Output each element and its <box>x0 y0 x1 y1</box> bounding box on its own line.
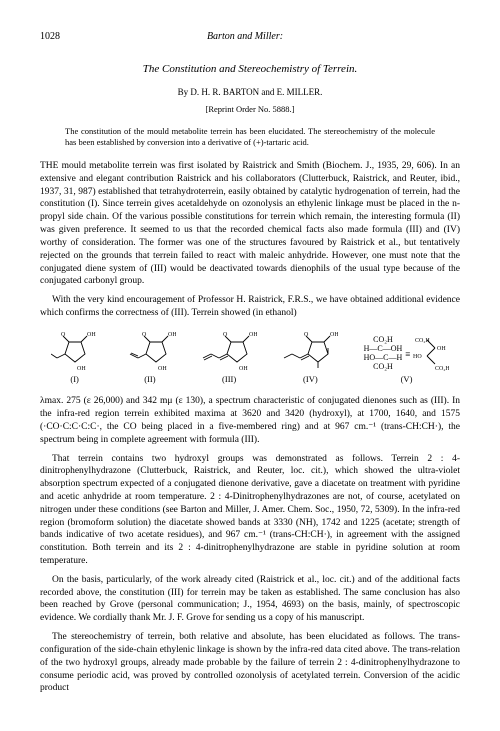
svg-text:OH: OH <box>239 366 248 372</box>
svg-text:CO₂H: CO₂H <box>435 366 449 372</box>
svg-text:OH: OH <box>87 332 96 338</box>
paragraph-1: THE mould metabolite terrein was first i… <box>40 160 460 288</box>
structure-4: O OH (IV) <box>282 330 338 385</box>
running-header: Barton and Miller: <box>207 30 283 44</box>
formula-line: CO₂H <box>364 363 403 372</box>
svg-text:OH: OH <box>249 332 257 338</box>
structure-label-1: (I) <box>51 374 99 385</box>
page-number: 1028 <box>40 30 60 44</box>
svg-text:OH: OH <box>158 366 167 372</box>
paragraph-6: The stereochemistry of terrein, both rel… <box>40 631 460 695</box>
svg-text:O: O <box>223 332 228 338</box>
paragraph-3: λmax. 275 (ε 26,000) and 342 mμ (ε 130),… <box>40 395 460 446</box>
svg-text:HO: HO <box>413 354 422 360</box>
paragraph-5: On the basis, particularly, of the work … <box>40 574 460 625</box>
svg-text:OH: OH <box>437 346 446 352</box>
structure-label-4: (IV) <box>282 374 338 385</box>
svg-text:OH: OH <box>168 332 176 338</box>
paragraph-4: That terrein contains two hydroxyl group… <box>40 453 460 568</box>
byline: By D. H. R. BARTON and E. MILLER. <box>40 86 460 98</box>
reprint-order: [Reprint Order No. 5888.] <box>40 104 460 115</box>
structure-label-2: (II) <box>124 374 176 385</box>
structure-3: O OH OH (III) <box>201 330 257 385</box>
paragraph-2: With the very kind encouragement of Prof… <box>40 294 460 320</box>
structure-label-3: (III) <box>201 374 257 385</box>
svg-text:CO₂H: CO₂H <box>415 338 430 344</box>
structure-2: O OH OH (II) <box>124 330 176 385</box>
svg-text:OH: OH <box>330 332 338 338</box>
page-header: 1028 Barton and Miller: <box>40 30 460 44</box>
svg-text:O: O <box>304 332 309 338</box>
chemical-structures: O OH OH (I) O OH OH (II) <box>40 330 460 385</box>
structure-1: O OH OH (I) <box>51 330 99 385</box>
article-title: The Constitution and Stereochemistry of … <box>40 62 460 77</box>
svg-text:O: O <box>142 332 147 338</box>
svg-text:OH: OH <box>77 366 86 372</box>
structure-label-5: (V) <box>364 374 450 385</box>
svg-text:O: O <box>61 332 66 338</box>
abstract: The constitution of the mould metabolite… <box>65 126 435 148</box>
structure-5: CO₂H H—C—OH HO—C—H CO₂H ≡ CO₂H OH HO CO₂… <box>364 334 450 385</box>
